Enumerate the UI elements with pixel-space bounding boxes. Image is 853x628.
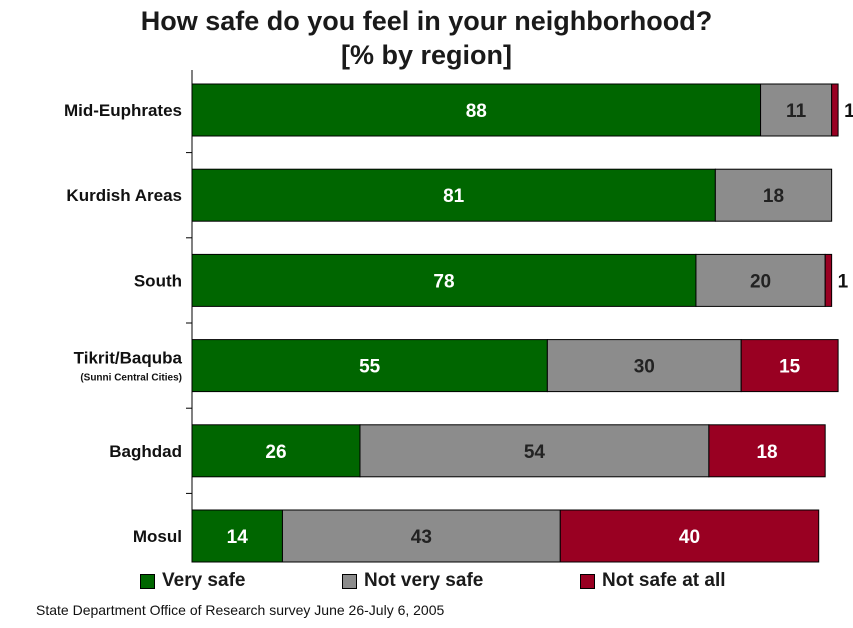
data-label-mosul-very-safe: 14 [227, 527, 249, 548]
data-label-south-not-very-safe: 20 [750, 271, 771, 292]
data-label-south-very-safe: 78 [433, 271, 454, 292]
bar-mid-euphrates-very-safe [191, 83, 762, 137]
data-label-mid-euphrates-not-very-safe: 11 [786, 101, 807, 122]
legend-item-not-very-safe: Not very safe [342, 570, 483, 592]
legend-swatch-very-safe [140, 573, 155, 589]
bar-south-not-very-safe [695, 253, 826, 307]
data-label-tikrit-baquba-not-safe-at-all: 15 [779, 357, 801, 378]
legend: Very safe Not very safe Not safe at all [0, 570, 853, 598]
category-label-tikrit-baquba: Tikrit/Baquba [74, 349, 183, 368]
bar-baghdad-very-safe [191, 424, 361, 478]
bar-mosul-not-safe-at-all [559, 509, 820, 563]
bar-tikrit-baquba-very-safe [191, 339, 548, 393]
bar-kurdish-areas-very-safe [191, 168, 716, 222]
category-label-mid-euphrates: Mid-Euphrates [64, 101, 182, 120]
data-label-mosul-not-safe-at-all: 40 [679, 527, 700, 548]
source-note: State Department Office of Research surv… [36, 602, 445, 618]
data-label-baghdad-very-safe: 26 [265, 442, 286, 463]
bar-south-very-safe [191, 253, 697, 307]
bar-kurdish-areas-not-very-safe [714, 168, 833, 222]
data-label-baghdad-not-safe-at-all: 18 [756, 442, 777, 463]
legend-item-very-safe: Very safe [140, 570, 245, 592]
chart-title-main: How safe do you feel in your neighborhoo… [140, 6, 713, 36]
data-label-south-not-safe-at-all: 1 [838, 271, 849, 292]
data-label-mid-euphrates-very-safe: 88 [466, 101, 487, 122]
data-label-tikrit-baquba-very-safe: 55 [359, 357, 381, 378]
data-label-mid-euphrates-not-safe-at-all: 1 [844, 101, 853, 122]
legend-label-very-safe: Very safe [162, 570, 246, 591]
data-label-mosul-not-very-safe: 43 [411, 527, 432, 548]
bar-baghdad-not-very-safe [359, 424, 710, 478]
data-label-kurdish-areas-very-safe: 81 [443, 186, 465, 207]
legend-swatch-not-very-safe [342, 573, 357, 589]
legend-item-not-safe-at-all: Not safe at all [580, 570, 726, 592]
data-label-tikrit-baquba-not-very-safe: 30 [634, 357, 655, 378]
legend-swatch-not-safe-at-all [580, 573, 595, 589]
category-sublabel-tikrit-baquba: (Sunni Central Cities) [80, 373, 182, 384]
bar-mosul-not-very-safe [281, 509, 561, 563]
data-label-baghdad-not-very-safe: 54 [524, 442, 546, 463]
legend-label-not-very-safe: Not very safe [364, 570, 484, 591]
bar-south-not-safe-at-all [824, 253, 833, 307]
bar-baghdad-not-safe-at-all [708, 424, 826, 478]
chart-title: How safe do you feel in your neighborhoo… [0, 4, 853, 72]
data-label-kurdish-areas-not-very-safe: 18 [763, 186, 784, 207]
bar-tikrit-baquba-not-safe-at-all [740, 339, 839, 393]
category-label-south: South [134, 271, 182, 290]
category-label-mosul: Mosul [133, 527, 182, 546]
legend-label-not-safe-at-all: Not safe at all [602, 570, 726, 591]
category-label-kurdish-areas: Kurdish Areas [66, 186, 182, 205]
bar-mid-euphrates-not-very-safe [760, 83, 833, 137]
bar-mid-euphrates-not-safe-at-all [831, 83, 839, 137]
bar-mosul-very-safe [191, 509, 283, 563]
chart-subtitle: [% by region] [340, 40, 512, 70]
category-label-baghdad: Baghdad [109, 442, 182, 461]
